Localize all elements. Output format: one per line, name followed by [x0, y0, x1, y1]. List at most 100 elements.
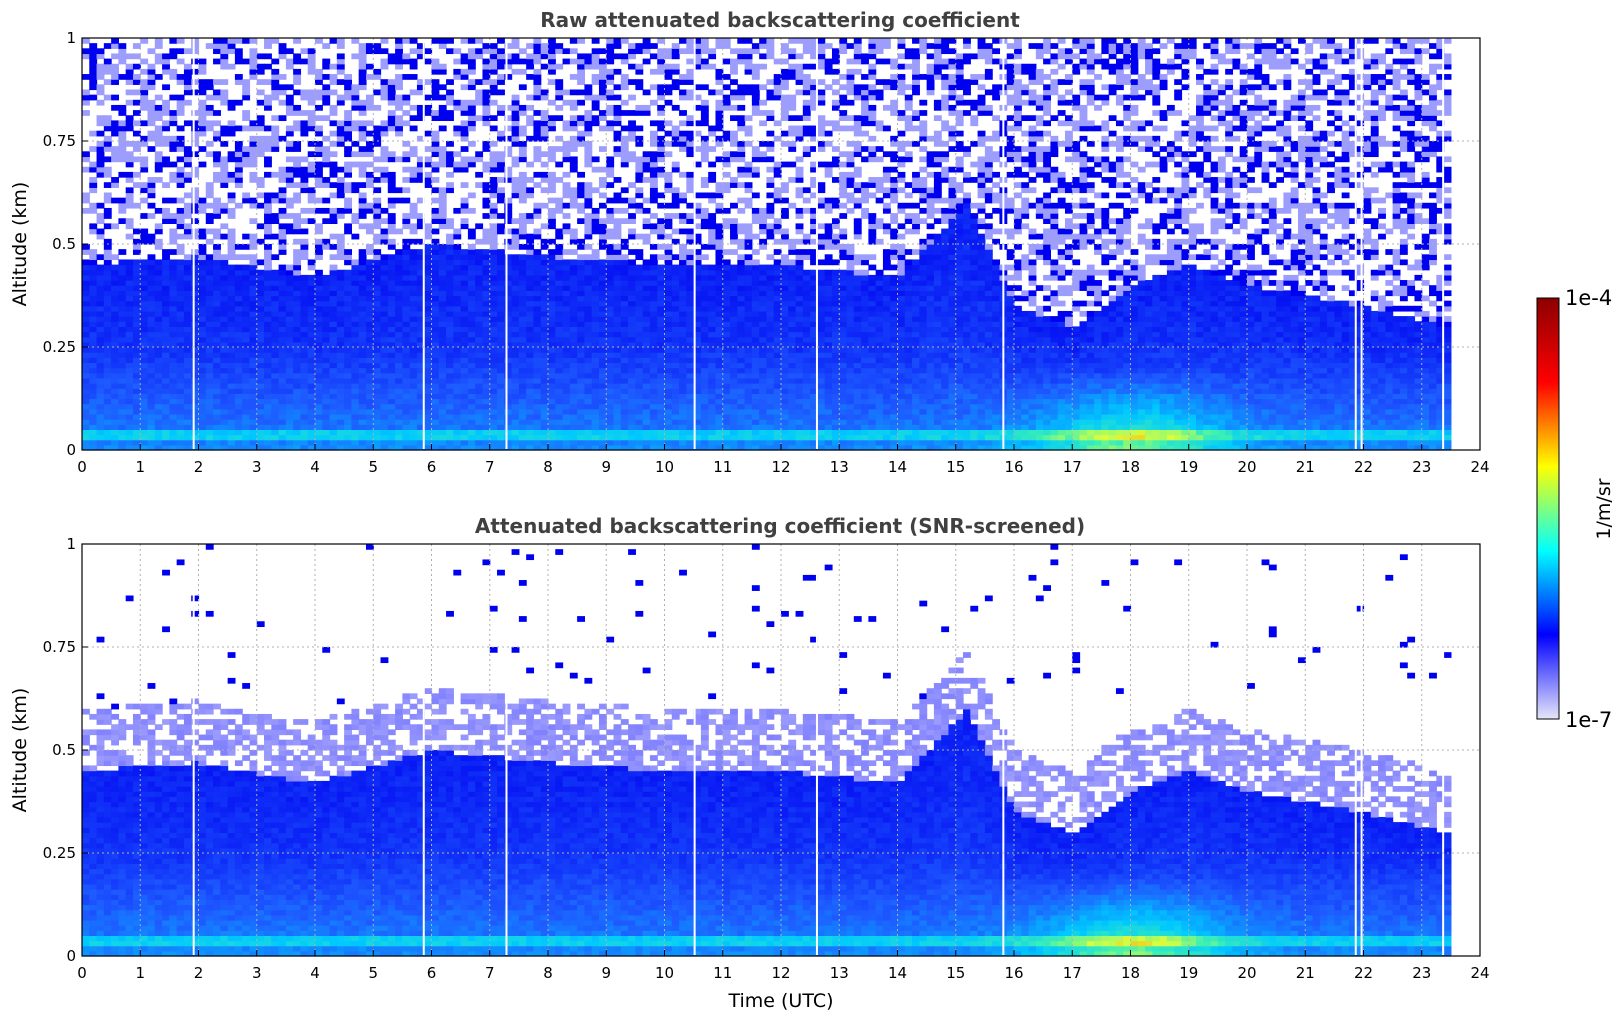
- heatmap-cell: [628, 368, 636, 374]
- heatmap-cell: [373, 321, 381, 327]
- heatmap-cell: [257, 399, 265, 405]
- heatmap-cell: [533, 69, 541, 75]
- heatmap-cell: [482, 270, 490, 276]
- heatmap-cell: [519, 198, 527, 204]
- heatmap-cell: [599, 203, 607, 209]
- heatmap-cell: [686, 414, 694, 420]
- heatmap-cell: [424, 162, 432, 168]
- heatmap-cell: [643, 290, 651, 296]
- heatmap-cell: [264, 53, 272, 59]
- heatmap-cell: [650, 100, 658, 106]
- heatmap-cell: [410, 435, 418, 441]
- heatmap-cell: [468, 332, 476, 338]
- heatmap-cell: [526, 383, 534, 389]
- heatmap-cell: [111, 280, 119, 286]
- heatmap-cell: [140, 316, 148, 322]
- heatmap-cell: [89, 59, 97, 65]
- heatmap-cell: [155, 388, 163, 394]
- heatmap-cell: [300, 244, 308, 250]
- heatmap-cell: [286, 414, 294, 420]
- heatmap-cell: [199, 424, 207, 430]
- heatmap-cell: [468, 249, 476, 255]
- heatmap-cell: [497, 74, 505, 80]
- heatmap-cell: [446, 301, 454, 307]
- heatmap-cell: [446, 162, 454, 168]
- heatmap-cell: [111, 265, 119, 271]
- heatmap-cell: [300, 167, 308, 173]
- heatmap-cell: [650, 388, 658, 394]
- heatmap-cell: [599, 404, 607, 410]
- heatmap-cell: [126, 419, 134, 425]
- heatmap-cell: [366, 74, 374, 80]
- heatmap-cell: [220, 419, 228, 425]
- heatmap-cell: [184, 162, 192, 168]
- heatmap-cell: [402, 306, 410, 312]
- heatmap-cell: [657, 311, 665, 317]
- heatmap-cell: [519, 378, 527, 384]
- heatmap-cell: [541, 64, 549, 70]
- heatmap-cell: [512, 368, 520, 374]
- heatmap-cell: [199, 131, 207, 137]
- heatmap-cell: [359, 435, 367, 441]
- heatmap-cell: [614, 105, 622, 111]
- heatmap-cell: [468, 110, 476, 116]
- heatmap-cell: [497, 64, 505, 70]
- heatmap-cell: [388, 409, 396, 415]
- heatmap-cell: [213, 306, 221, 312]
- heatmap-cell: [235, 429, 243, 435]
- heatmap-cell: [366, 429, 374, 435]
- heatmap-cell: [490, 90, 498, 96]
- heatmap-cell: [548, 409, 556, 415]
- heatmap-cell: [635, 311, 643, 317]
- heatmap-cell: [242, 399, 250, 405]
- heatmap-cell: [461, 399, 469, 405]
- heatmap-cell: [133, 321, 141, 327]
- heatmap-cell: [446, 440, 454, 446]
- heatmap-cell: [424, 373, 432, 379]
- heatmap-cell: [199, 388, 207, 394]
- heatmap-cell: [359, 151, 367, 157]
- heatmap-cell: [672, 43, 680, 49]
- heatmap-cell: [249, 306, 257, 312]
- heatmap-cell: [337, 213, 345, 219]
- heatmap-cell: [293, 74, 301, 80]
- heatmap-cell: [402, 383, 410, 389]
- heatmap-cell: [533, 388, 541, 394]
- heatmap-cell: [213, 177, 221, 183]
- heatmap-cell: [606, 311, 614, 317]
- heatmap-cell: [351, 399, 359, 405]
- heatmap-cell: [497, 357, 505, 363]
- heatmap-cell: [213, 198, 221, 204]
- heatmap-cell: [614, 110, 622, 116]
- heatmap-cell: [315, 368, 323, 374]
- heatmap-cell: [643, 347, 651, 353]
- heatmap-cell: [512, 229, 520, 235]
- heatmap-cell: [300, 110, 308, 116]
- heatmap-cell: [133, 239, 141, 245]
- heatmap-cell: [526, 265, 534, 271]
- heatmap-cell: [570, 301, 578, 307]
- heatmap-cell: [402, 53, 410, 59]
- heatmap-cell: [657, 316, 665, 322]
- heatmap-cell: [592, 388, 600, 394]
- heatmap-cell: [257, 429, 265, 435]
- heatmap-cell: [563, 187, 571, 193]
- heatmap-cell: [439, 126, 447, 132]
- heatmap-cell: [570, 296, 578, 302]
- heatmap-cell: [461, 332, 469, 338]
- heatmap-cell: [162, 362, 170, 368]
- heatmap-cell: [300, 357, 308, 363]
- heatmap-cell: [475, 419, 483, 425]
- heatmap-cell: [344, 79, 352, 85]
- heatmap-cell: [184, 311, 192, 317]
- heatmap-cell: [330, 38, 338, 44]
- heatmap-cell: [330, 110, 338, 116]
- heatmap-cell: [235, 203, 243, 209]
- heatmap-cell: [453, 424, 461, 430]
- heatmap-cell: [191, 48, 199, 54]
- heatmap-cell: [308, 316, 316, 322]
- heatmap-cell: [220, 223, 228, 229]
- heatmap-cell: [111, 419, 119, 425]
- heatmap-cell: [555, 399, 563, 405]
- heatmap-cell: [184, 424, 192, 430]
